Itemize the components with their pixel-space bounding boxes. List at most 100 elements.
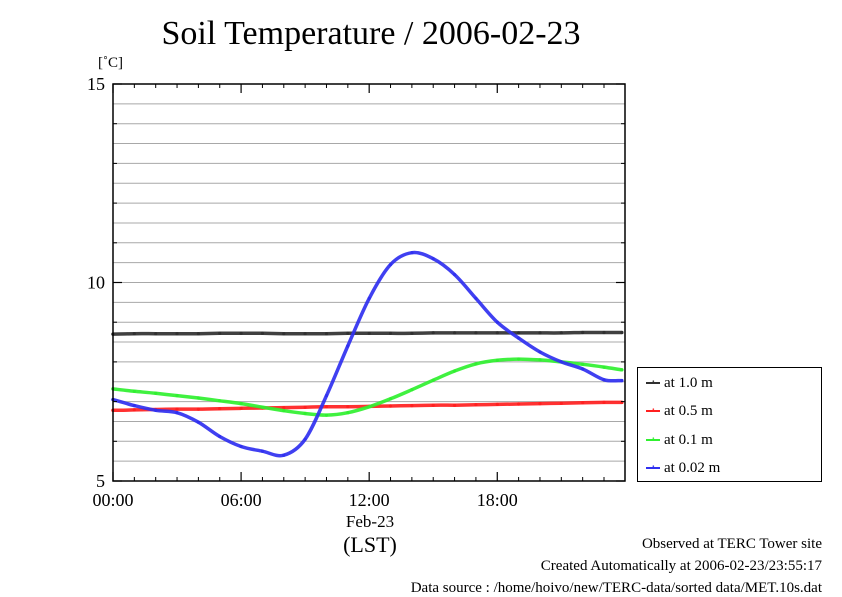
legend-label-1.0m: at 1.0 m — [664, 375, 713, 391]
series-point-at-0.5-m — [303, 405, 307, 409]
legend-label-0.1m: at 0.1 m — [664, 432, 713, 448]
y-tick-label: 10 — [87, 273, 105, 293]
series-point-at-1.0-m — [474, 331, 478, 335]
x-tick-label: 18:00 — [477, 490, 518, 510]
legend-item-0.1m: at 0.1 m — [646, 430, 713, 450]
x-tick-label: 06:00 — [221, 490, 262, 510]
grid-lines — [113, 83, 625, 462]
series-point-at-0.02-m — [538, 350, 542, 354]
series-point-at-1.0-m — [495, 331, 499, 335]
series-point-at-0.5-m — [495, 402, 499, 406]
series-point-at-0.1-m — [388, 397, 393, 401]
legend-swatch-1.0m — [646, 373, 660, 393]
series-point-at-0.1-m — [431, 378, 435, 382]
series-point-at-0.5-m — [453, 403, 457, 407]
series-point-at-0.02-m — [154, 408, 158, 412]
legend: at 1.0 m at 0.5 m at 0.1 m at 0.02 m — [637, 367, 822, 482]
series-lines — [111, 250, 624, 458]
series-point-at-1.0-m — [431, 331, 435, 335]
series-point-at-0.02-m — [620, 379, 624, 383]
series-point-at-1.0-m — [196, 332, 200, 336]
series-point-at-0.02-m — [196, 420, 200, 424]
series-point-at-0.5-m — [239, 406, 243, 410]
series-point-at-1.0-m — [559, 331, 563, 335]
series-point-at-0.5-m — [538, 402, 542, 406]
legend-label-0.5m: at 0.5 m — [664, 403, 713, 419]
series-point-at-0.5-m — [132, 408, 136, 412]
series-point-at-0.1-m — [367, 405, 371, 409]
series-point-at-0.1-m — [239, 402, 243, 406]
series-point-at-0.02-m — [260, 449, 264, 453]
series-point-at-0.02-m — [581, 367, 585, 371]
series-point-at-0.1-m — [453, 369, 457, 373]
legend-swatch-0.02m — [646, 458, 660, 478]
series-point-at-0.02-m — [346, 344, 350, 348]
series-point-at-0.1-m — [282, 409, 286, 413]
series-point-at-0.5-m — [175, 407, 179, 411]
x-tick-label: 12:00 — [349, 490, 390, 510]
series-point-at-0.1-m — [175, 394, 179, 398]
series-point-at-0.02-m — [218, 434, 222, 439]
series-point-at-0.1-m — [620, 368, 624, 372]
tick-labels: 5 10 15 00:00 06:00 12:00 18:00 — [87, 74, 518, 510]
series-point-at-1.0-m — [388, 331, 393, 335]
series-point-at-1.0-m — [132, 332, 136, 336]
series-point-at-0.1-m — [260, 405, 264, 409]
series-point-at-0.02-m — [367, 296, 371, 300]
series-point-at-1.0-m — [218, 331, 222, 335]
x-axis-date-label: Feb-23 — [345, 512, 395, 531]
series-point-at-1.0-m — [154, 332, 158, 336]
series-point-at-0.02-m — [132, 404, 136, 408]
series-point-at-0.1-m — [196, 396, 200, 400]
series-point-at-0.02-m — [453, 273, 457, 277]
series-point-at-0.5-m — [517, 402, 521, 406]
series-point-at-0.5-m — [410, 404, 414, 408]
x-tick-label: 00:00 — [92, 490, 133, 510]
series-point-at-1.0-m — [620, 330, 624, 335]
series-point-at-0.02-m — [559, 360, 563, 364]
legend-item-0.02m: at 0.02 m — [646, 458, 720, 478]
series-point-at-1.0-m — [346, 331, 350, 335]
legend-swatch-0.1m — [646, 430, 660, 450]
footer-data-source: Data source : /home/hoivo/new/TERC-data/… — [410, 580, 822, 596]
series-point-at-0.02-m — [324, 394, 329, 398]
legend-label-0.02m: at 0.02 m — [664, 460, 721, 476]
series-point-at-1.0-m — [453, 331, 457, 335]
series-point-at-0.1-m — [581, 362, 585, 366]
series-point-at-1.0-m — [410, 331, 414, 335]
series-point-at-0.1-m — [474, 362, 478, 366]
footer-created: Created Automatically at 2006-02-23/23:5… — [540, 558, 822, 574]
series-point-at-1.0-m — [581, 330, 585, 335]
series-point-at-1.0-m — [260, 331, 264, 335]
series-line-at-1.0-m — [111, 330, 624, 336]
series-point-at-0.1-m — [346, 411, 350, 415]
series-point-at-0.02-m — [388, 263, 393, 267]
y-axis-unit-label: [˚C] — [98, 55, 123, 71]
footer-observed: Observed at TERC Tower site — [641, 536, 822, 552]
series-point-at-0.02-m — [410, 251, 414, 255]
series-point-at-1.0-m — [303, 332, 307, 336]
series-point-at-0.02-m — [431, 257, 435, 261]
axis-ticks — [112, 83, 625, 482]
series-point-at-0.02-m — [495, 320, 499, 324]
series-point-at-0.02-m — [602, 378, 606, 382]
series-point-at-0.02-m — [474, 296, 478, 300]
series-point-at-0.5-m — [559, 401, 563, 405]
series-point-at-1.0-m — [538, 331, 542, 335]
legend-item-0.5m: at 0.5 m — [646, 401, 713, 421]
series-point-at-0.02-m — [303, 437, 307, 441]
series-point-at-1.0-m — [517, 331, 521, 335]
series-point-at-0.5-m — [602, 400, 606, 404]
series-point-at-1.0-m — [175, 332, 179, 336]
series-point-at-0.1-m — [410, 388, 414, 392]
series-line-at-0.1-m — [111, 357, 624, 417]
series-point-at-0.1-m — [154, 391, 158, 395]
legend-swatch-0.5m — [646, 401, 660, 421]
series-point-at-1.0-m — [239, 331, 243, 335]
y-tick-label: 15 — [87, 74, 105, 94]
series-point-at-0.1-m — [218, 399, 222, 403]
series-point-at-0.5-m — [346, 405, 350, 409]
series-point-at-1.0-m — [367, 331, 371, 335]
series-point-at-1.0-m — [324, 332, 329, 336]
